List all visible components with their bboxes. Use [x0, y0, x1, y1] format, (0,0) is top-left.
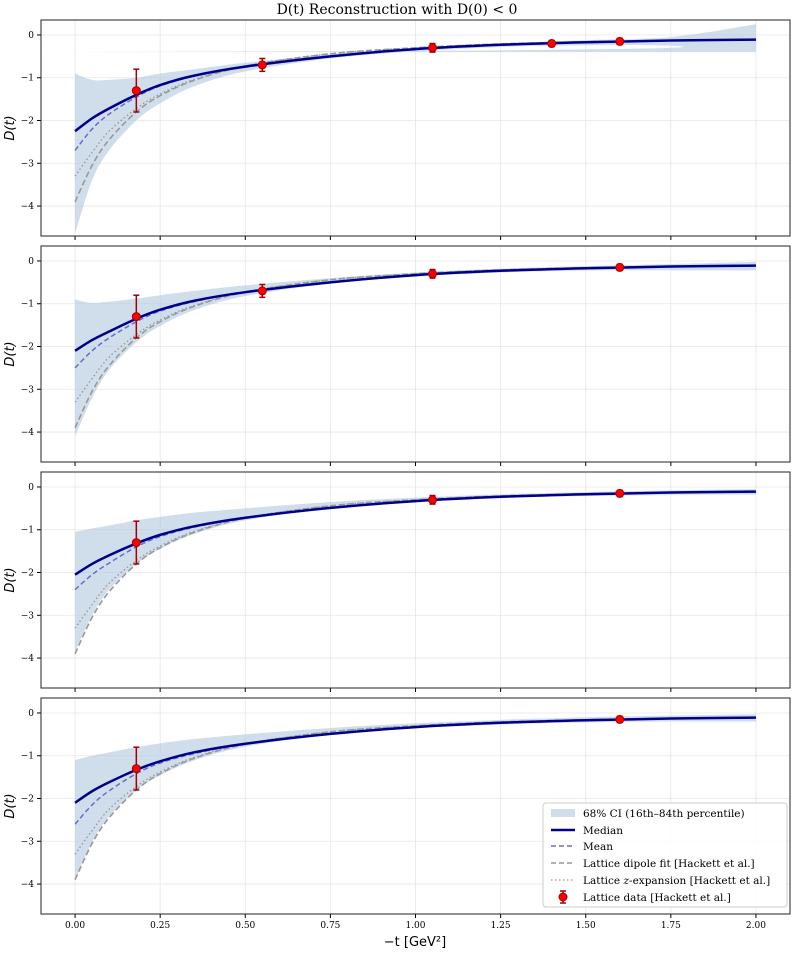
y-tick-label: 0	[28, 709, 34, 719]
y-tick-label: −1	[21, 300, 34, 310]
y-tick-label: −1	[21, 752, 34, 762]
legend-ci-swatch	[551, 809, 575, 817]
lattice-data-point	[131, 68, 141, 113]
legend-data-label: Lattice data [Hackett et al.]	[583, 892, 731, 904]
y-tick-label: −3	[21, 837, 35, 847]
legend-mean-label: Mean	[583, 841, 613, 853]
median-line	[74, 264, 756, 352]
panel-2: 0 −1 −2 −3 −4 D(t)	[3, 245, 791, 466]
lattice-data-point	[428, 268, 438, 279]
y-tick-label: −2	[21, 795, 34, 805]
y-tick-label: −3	[21, 611, 35, 621]
y-tick-label: −3	[21, 385, 35, 395]
axes-frame	[40, 245, 791, 463]
lattice-data-point	[131, 520, 141, 565]
y-tick-label: 0	[28, 31, 34, 41]
y-tick-label: −2	[21, 569, 34, 579]
y-tick-label: 0	[28, 483, 34, 493]
z-expansion-line	[74, 716, 756, 855]
y-tick-label: −4	[21, 428, 35, 438]
x-tick-label: 1.75	[661, 921, 681, 931]
lattice-data-point	[547, 39, 557, 49]
x-tick-label: 2.00	[746, 921, 766, 931]
y-axis-label: D(t)	[3, 567, 18, 592]
lattice-data-point	[131, 294, 141, 339]
median-line	[74, 490, 756, 576]
panel-1: 0 −1 −2 −3 −4 D(t)	[3, 19, 791, 240]
x-tick-label: 1.25	[491, 921, 511, 931]
legend-data-swatch	[558, 890, 568, 904]
y-tick-label: 0	[28, 257, 34, 267]
legend-median-label: Median	[583, 825, 623, 837]
y-axis-label: D(t)	[3, 793, 18, 818]
y-tick-label: −2	[21, 343, 34, 353]
median-line	[74, 716, 756, 804]
axes-frame	[40, 471, 791, 689]
median-line	[74, 38, 756, 133]
lattice-data-point	[257, 283, 267, 299]
legend-zexp-label: Lattice z-expansion [Hackett et al.]	[583, 875, 770, 887]
legend-ci-label: 68% CI (16th–84th percentile)	[583, 808, 745, 820]
y-tick-label: −2	[21, 117, 34, 127]
y-tick-label: −3	[21, 159, 35, 169]
lattice-data-point	[615, 262, 625, 272]
ci-band	[41, 24, 756, 234]
lattice-data-point	[428, 494, 438, 505]
chart-title: D(t) Reconstruction with D(0) < 0	[277, 2, 518, 18]
lattice-data-point	[615, 714, 625, 724]
y-axis-label: D(t)	[3, 115, 18, 140]
panel-3: 0 −1 −2 −3 −4 D(t)	[3, 471, 791, 692]
z-expansion-line	[74, 264, 756, 403]
lattice-data-point	[428, 42, 438, 53]
y-tick-label: −1	[21, 526, 34, 536]
lattice-data-point	[257, 57, 267, 73]
y-tick-label: −4	[21, 202, 35, 212]
axes-frame	[40, 19, 791, 237]
legend: 68% CI (16th–84th percentile) Median Mea…	[542, 802, 788, 908]
x-tick-label: 1.50	[576, 921, 596, 931]
ci-band	[41, 261, 756, 437]
x-axis-label: −t [GeV²]	[384, 935, 446, 950]
ci-band	[41, 489, 756, 652]
x-tick-label: 0.75	[320, 921, 340, 931]
lattice-data-point	[131, 746, 141, 791]
y-tick-label: −4	[21, 880, 35, 890]
panel-4: 0.00 0.25 0.50 0.75 1.00 1.25 1.50 1.75 2.00 0 −1 −…	[3, 697, 791, 931]
x-tick-label: 0.50	[235, 921, 255, 931]
axes-frame	[40, 697, 791, 915]
lattice-data-point	[615, 36, 625, 46]
lattice-data-point	[615, 488, 625, 498]
y-tick-label: −1	[21, 74, 34, 84]
y-axis-label: D(t)	[3, 341, 18, 366]
x-tick-label: 0.00	[65, 921, 85, 931]
z-expansion-line	[74, 490, 756, 629]
legend-dipole-label: Lattice dipole fit [Hackett et al.]	[583, 858, 755, 870]
y-tick-label: −4	[21, 654, 35, 664]
x-tick-label: 1.00	[405, 921, 425, 931]
x-tick-label: 0.25	[150, 921, 170, 931]
z-expansion-line	[74, 38, 756, 177]
